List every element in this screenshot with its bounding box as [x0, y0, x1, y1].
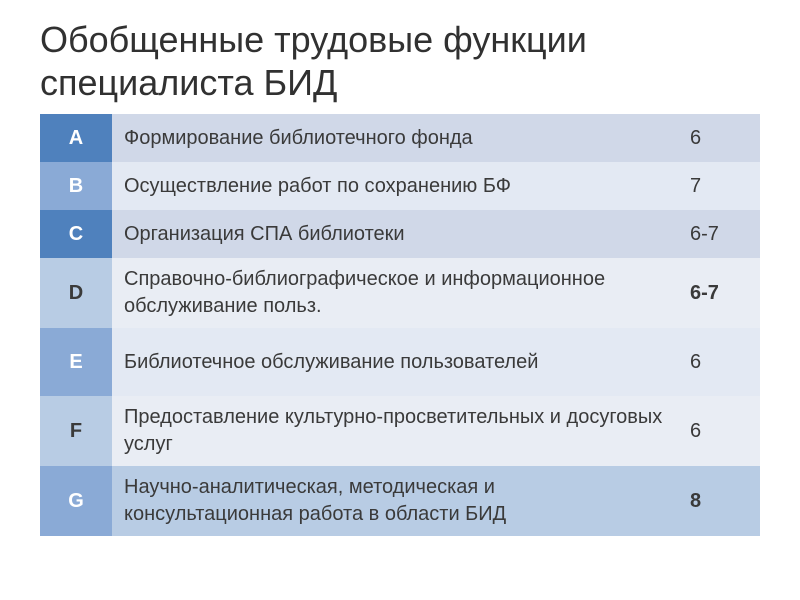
row-code: D — [40, 258, 112, 328]
row-description: Справочно-библиографическое и информацио… — [112, 258, 678, 328]
row-description: Осуществление работ по сохранению БФ — [112, 162, 678, 210]
row-code: F — [40, 396, 112, 466]
row-level: 6-7 — [678, 210, 760, 258]
row-level: 6-7 — [678, 258, 760, 328]
functions-table: AФормирование библиотечного фонда6BОсуще… — [40, 114, 760, 536]
page-title: Обобщенные трудовые функции специалиста … — [40, 18, 760, 104]
table-row: FПредоставление культурно-просветительны… — [40, 396, 760, 466]
row-code: C — [40, 210, 112, 258]
row-code: B — [40, 162, 112, 210]
row-description: Формирование библиотечного фонда — [112, 114, 678, 162]
table-row: EБиблиотечное обслуживание пользователей… — [40, 328, 760, 396]
table-row: BОсуществление работ по сохранению БФ7 — [40, 162, 760, 210]
row-level: 8 — [678, 466, 760, 536]
table-row: DСправочно-библиографическое и информаци… — [40, 258, 760, 328]
row-code: E — [40, 328, 112, 396]
row-level: 6 — [678, 396, 760, 466]
row-description: Организация СПА библиотеки — [112, 210, 678, 258]
row-level: 6 — [678, 114, 760, 162]
row-code: G — [40, 466, 112, 536]
row-code: A — [40, 114, 112, 162]
table-row: GНаучно-аналитическая, методическая и ко… — [40, 466, 760, 536]
row-description: Предоставление культурно-просветительных… — [112, 396, 678, 466]
table-row: AФормирование библиотечного фонда6 — [40, 114, 760, 162]
row-level: 7 — [678, 162, 760, 210]
row-level: 6 — [678, 328, 760, 396]
row-description: Библиотечное обслуживание пользователей — [112, 328, 678, 396]
row-description: Научно-аналитическая, методическая и кон… — [112, 466, 678, 536]
table-row: CОрганизация СПА библиотеки6-7 — [40, 210, 760, 258]
